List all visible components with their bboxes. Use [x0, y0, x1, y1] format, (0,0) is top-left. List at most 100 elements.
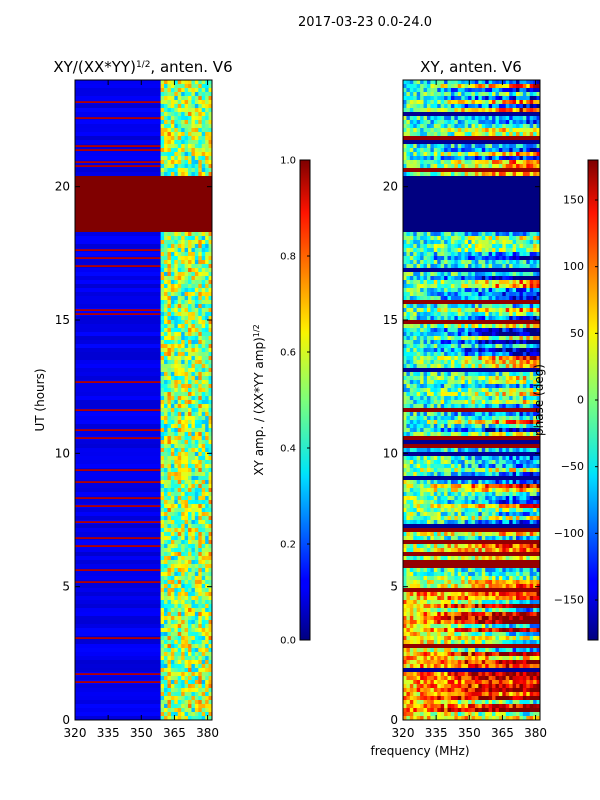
amplitude-cell	[198, 656, 203, 661]
phase-cell	[512, 92, 517, 97]
phase-cell	[533, 324, 537, 329]
amplitude-cell	[170, 420, 175, 425]
phase-cell	[450, 332, 455, 337]
amplitude-cell	[205, 256, 209, 261]
phase-cell	[471, 272, 476, 277]
amplitude-cell	[164, 116, 168, 121]
phase-cell	[468, 236, 472, 241]
phase-cell	[519, 256, 524, 261]
phase-cell	[450, 92, 455, 97]
amplitude-cell	[181, 264, 185, 269]
amplitude-cell	[177, 676, 182, 681]
amplitude-cell	[174, 504, 179, 509]
phase-cell	[413, 348, 418, 353]
phase-cell	[413, 288, 418, 293]
phase-cell	[471, 284, 476, 289]
amplitude-cell	[184, 344, 189, 349]
amplitude-cell	[205, 552, 209, 557]
amplitude-cell	[191, 568, 196, 573]
phase-cell	[474, 252, 479, 257]
amplitude-cell	[201, 688, 206, 693]
phase-cell	[468, 396, 472, 401]
amplitude-cell	[181, 524, 185, 529]
amplitude-cell	[170, 248, 175, 253]
amplitude-cell	[174, 492, 179, 497]
amplitude-cell	[174, 700, 179, 705]
phase-cell	[416, 376, 421, 381]
phase-cell	[495, 308, 500, 313]
amplitude-cell	[160, 276, 165, 281]
amplitude-cell	[181, 284, 185, 289]
amplitude-cell	[167, 704, 172, 709]
phase-cell	[498, 148, 503, 153]
phase-cell	[526, 276, 531, 281]
phase-cell	[516, 324, 520, 329]
phase-cell	[536, 336, 540, 341]
amplitude-cell	[198, 616, 203, 621]
amplitude-cell	[184, 600, 189, 605]
phase-cell	[450, 164, 455, 169]
phase-cell	[481, 352, 486, 357]
phase-cell	[485, 296, 490, 301]
phase-cell	[461, 132, 466, 137]
amplitude-cell	[177, 604, 182, 609]
phase-cell	[498, 160, 503, 165]
phase-cell	[464, 308, 469, 313]
phase-cell	[444, 416, 448, 421]
phase-cell	[516, 116, 520, 121]
phase-cell	[457, 316, 462, 321]
amplitude-cell	[208, 340, 212, 345]
amplitude-cell	[181, 288, 185, 293]
phase-cell	[406, 104, 411, 109]
phase-cell	[471, 80, 476, 85]
amplitude-cell	[191, 416, 196, 421]
amplitude-cell	[194, 172, 199, 177]
amplitude-cell	[164, 672, 168, 677]
phase-cell	[485, 316, 490, 321]
amplitude-cell	[201, 148, 206, 153]
amplitude-cell	[198, 312, 203, 317]
amplitude-cell	[188, 92, 192, 97]
phase-cell	[426, 352, 431, 357]
phase-cell	[519, 264, 524, 269]
phase-cell	[512, 348, 517, 353]
phase-cell	[409, 160, 414, 165]
phase-cell	[447, 288, 452, 293]
amplitude-cell	[201, 588, 206, 593]
phase-cell	[433, 160, 438, 165]
amplitude-cell	[181, 576, 185, 581]
amplitude-cell	[184, 632, 189, 637]
phase-cell	[478, 256, 483, 261]
phase-cell	[519, 356, 524, 361]
amplitude-cell	[164, 260, 168, 265]
amplitude-cell	[188, 440, 192, 445]
amplitude-cell	[205, 492, 209, 497]
amplitude-cell	[164, 308, 168, 313]
phase-cell	[498, 96, 503, 101]
amplitude-cell	[167, 440, 172, 445]
amplitude-cell	[194, 520, 199, 525]
phase-cell	[522, 232, 527, 237]
amplitude-cell	[167, 576, 172, 581]
phase-cell	[488, 420, 493, 425]
phase-cell	[420, 236, 424, 241]
phase-cell	[450, 424, 455, 429]
phase-cell	[519, 388, 524, 393]
phase-cell	[505, 384, 510, 389]
phase-cell	[409, 296, 414, 301]
phase-cell	[512, 284, 517, 289]
amplitude-cell	[174, 624, 179, 629]
phase-cell	[481, 332, 486, 337]
amplitude-cell	[208, 508, 212, 513]
phase-cell	[433, 400, 438, 405]
amplitude-cell	[184, 352, 189, 357]
phase-cell	[464, 376, 469, 381]
phase-cell	[416, 304, 421, 309]
amplitude-cell	[201, 260, 206, 265]
amplitude-cell	[160, 360, 165, 365]
amplitude-cell	[188, 284, 192, 289]
phase-cell	[454, 252, 459, 257]
amplitude-cell	[174, 652, 179, 657]
amplitude-cell	[170, 680, 175, 685]
phase-cell	[406, 372, 411, 377]
